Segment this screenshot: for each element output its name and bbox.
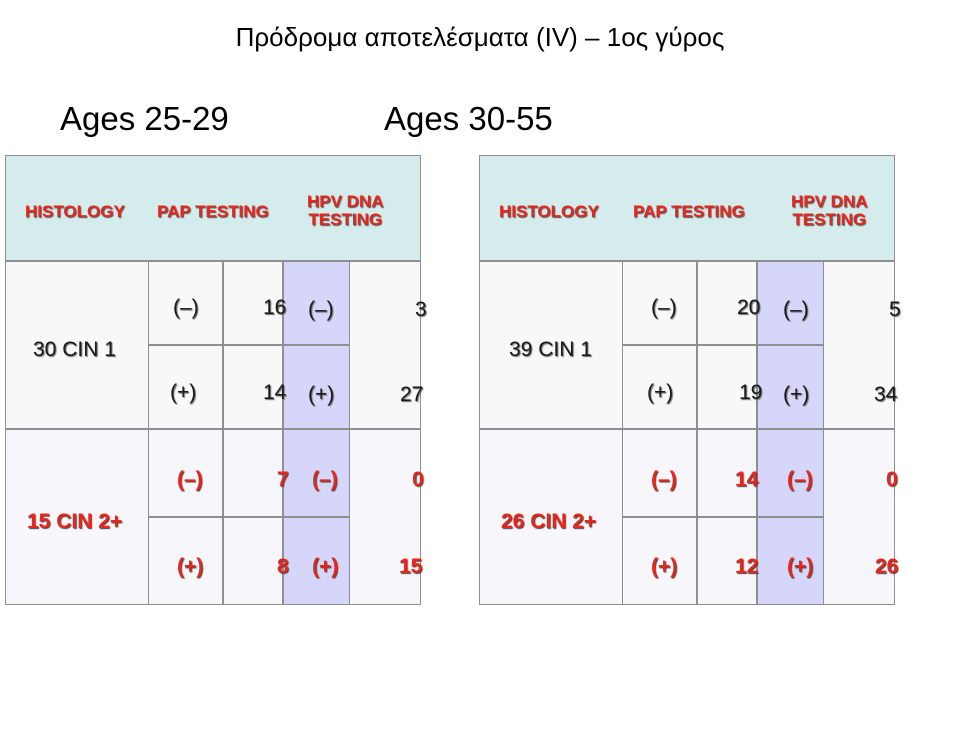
cell [757, 345, 824, 429]
age-group-label-1: Ages 25-29 [60, 100, 229, 137]
pap-pos-sign: (+) [651, 555, 678, 578]
cin2-hpv-neg-count: 0 [412, 468, 424, 491]
pap-pos-sign: (+) [177, 555, 204, 578]
cin1-hpv-pos-count: 34 [874, 383, 898, 406]
cell [148, 261, 223, 345]
cin1-pap-pos-count: 14 [263, 381, 287, 404]
cell [223, 345, 283, 429]
page-title: Πρόδρομα αποτελέσματα (IV) – 1ος γύρος [235, 22, 725, 52]
header-hpv-line2: TESTING [792, 210, 867, 229]
cin2-pap-pos-count: 12 [735, 555, 759, 578]
cin2-pap-neg-count: 14 [735, 468, 759, 491]
cin1-pap-neg-count: 16 [263, 296, 287, 319]
hpv-pos-sign: (+) [308, 383, 335, 406]
cell [148, 345, 223, 429]
pap-neg-sign: (–) [173, 296, 199, 319]
cell [622, 345, 697, 429]
cin2-hpv-pos-count: 26 [875, 555, 899, 578]
cell [283, 345, 350, 429]
hpv-pos-sign: (+) [787, 555, 814, 578]
results-table-ages-25-29: HISTOLOGY PAP TESTING HPV DNA TESTING 30… [5, 155, 427, 605]
hpv-neg-sign: (–) [308, 298, 334, 321]
cin2-pap-neg-count: 7 [277, 468, 289, 491]
cell [757, 261, 824, 345]
pap-neg-sign: (–) [651, 296, 677, 319]
hpv-neg-sign: (–) [783, 298, 809, 321]
header-hpv-dna-testing: HPV DNA TESTING [791, 193, 868, 229]
header-histology: HISTOLOGY [25, 202, 125, 221]
cell [223, 517, 283, 605]
hpv-pos-sign: (+) [783, 383, 810, 406]
cin2-hpv-neg-count: 0 [886, 468, 898, 491]
header-pap-testing: PAP TESTING [157, 202, 269, 221]
cin2-pap-pos-count: 8 [277, 555, 289, 578]
cin1-hpv-neg-count: 5 [889, 298, 901, 321]
header-hpv-line1: HPV DNA [791, 192, 868, 211]
header-hpv-dna-testing: HPV DNA TESTING [307, 193, 384, 229]
cin1-pap-pos-count: 19 [739, 381, 763, 404]
cell [283, 429, 350, 517]
cell [622, 517, 697, 605]
hpv-pos-sign: (+) [312, 555, 339, 578]
header-histology: HISTOLOGY [499, 202, 599, 221]
cin1-hpv-pos-count: 27 [400, 383, 424, 406]
cell [148, 517, 223, 605]
header-pap-testing: PAP TESTING [633, 202, 745, 221]
cell [223, 261, 283, 345]
pap-pos-sign: (+) [170, 381, 197, 404]
hpv-neg-sign: (–) [312, 468, 338, 491]
cell [757, 429, 824, 517]
cell [757, 517, 824, 605]
header-hpv-line2: TESTING [308, 210, 383, 229]
cin2-label: 15 CIN 2+ [27, 510, 123, 533]
cell [622, 261, 697, 345]
cell [697, 261, 757, 345]
cell [223, 429, 283, 517]
cell [697, 517, 757, 605]
pap-neg-sign: (–) [177, 468, 203, 491]
cell [283, 261, 350, 345]
cin2-hpv-pos-count: 15 [399, 555, 423, 578]
results-table-ages-30-55: HISTOLOGY PAP TESTING HPV DNA TESTING 39… [479, 155, 901, 605]
cin1-label: 39 CIN 1 [509, 338, 592, 361]
header-row [479, 155, 895, 261]
header-hpv-line1: HPV DNA [307, 192, 384, 211]
hpv-neg-sign: (–) [787, 468, 813, 491]
cin1-label: 30 CIN 1 [33, 338, 116, 361]
cell [622, 429, 697, 517]
cell [283, 517, 350, 605]
header-row [5, 155, 421, 261]
cell [148, 429, 223, 517]
age-group-label-2: Ages 30-55 [384, 100, 553, 137]
pap-neg-sign: (–) [651, 468, 677, 491]
cin2-label: 26 CIN 2+ [501, 510, 597, 533]
cell [697, 345, 757, 429]
cin1-hpv-neg-count: 3 [415, 298, 427, 321]
cin1-pap-neg-count: 20 [737, 296, 761, 319]
cell [697, 429, 757, 517]
pap-pos-sign: (+) [647, 381, 674, 404]
